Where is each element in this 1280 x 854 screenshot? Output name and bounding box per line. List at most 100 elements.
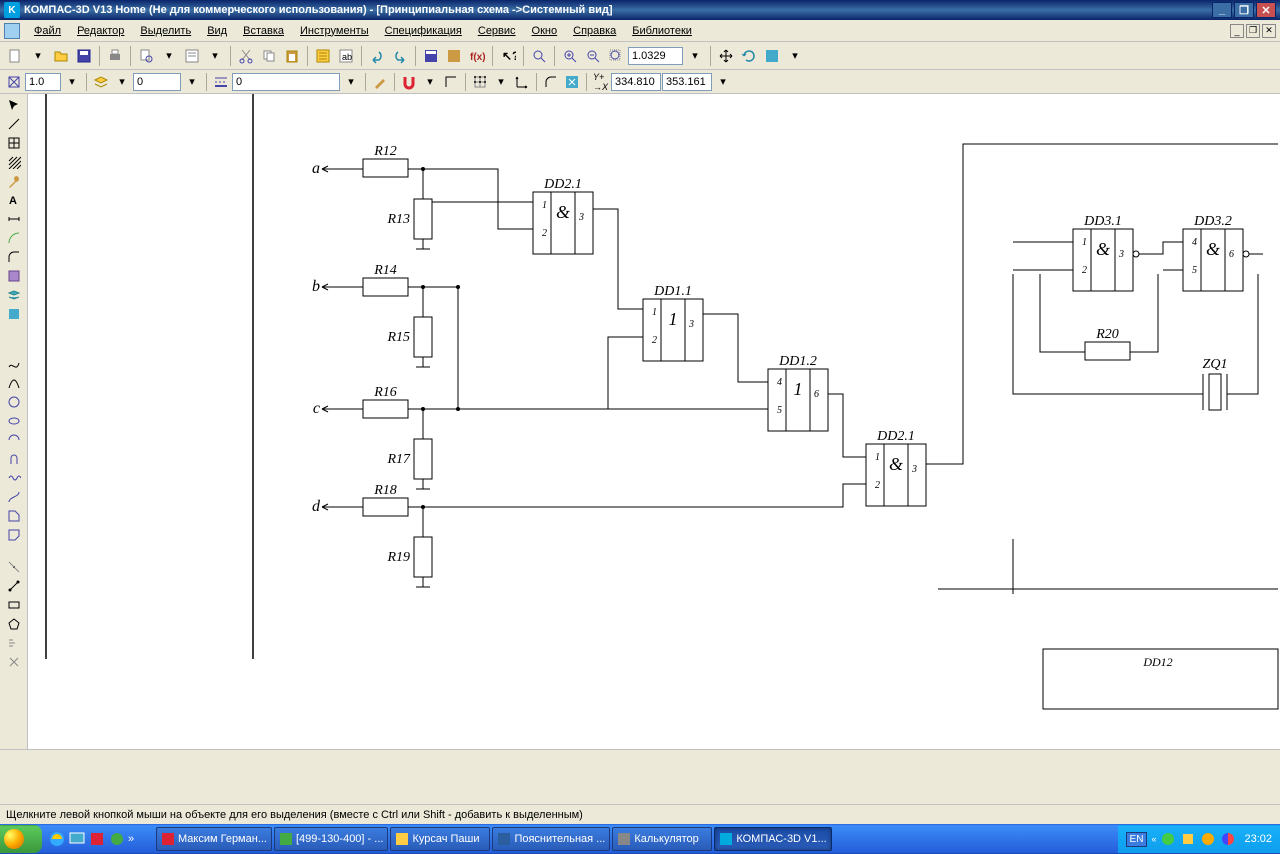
task-item[interactable]: Пояснительная ... [492,827,610,851]
copy-button[interactable] [258,45,280,67]
properties-button[interactable] [312,45,334,67]
view-tool[interactable] [2,305,26,323]
star-tool[interactable] [2,634,26,652]
coord-dropdown[interactable]: ▾ [713,72,733,92]
menu-окно[interactable]: Окно [524,23,566,39]
ortho-button[interactable] [441,72,461,92]
magnet-dropdown[interactable]: ▾ [420,72,440,92]
ql-expand[interactable]: » [128,830,146,848]
preview-dropdown[interactable]: ▾ [158,45,180,67]
seg-tool[interactable] [2,577,26,595]
menu-выделить[interactable]: Выделить [132,23,199,39]
refresh-button[interactable] [738,45,760,67]
point-tool[interactable] [2,558,26,576]
redo-button[interactable] [389,45,411,67]
task-item[interactable]: КОМПАС-3D V1... [714,827,831,851]
layer-num-dropdown[interactable]: ▾ [182,72,202,92]
tray-icon4[interactable] [1220,831,1236,847]
menu-инструменты[interactable]: Инструменты [292,23,377,39]
line-tool[interactable] [2,115,26,133]
zoom-input[interactable] [628,47,683,65]
close-button[interactable]: ✕ [1256,2,1276,18]
tray-expand[interactable]: « [1151,834,1156,844]
rounded-button[interactable] [541,72,561,92]
path-tool[interactable] [2,488,26,506]
new-button[interactable] [4,45,26,67]
open-button[interactable] [50,45,72,67]
zoom-in-button[interactable] [559,45,581,67]
shape1-tool[interactable] [2,507,26,525]
minimize-button[interactable]: _ [1212,2,1232,18]
snap-button[interactable] [4,72,24,92]
layer-button[interactable] [91,72,111,92]
start-button[interactable] [0,825,42,853]
zoom-out-button[interactable] [582,45,604,67]
tray-icon1[interactable] [1160,831,1176,847]
grid-tool[interactable] [2,134,26,152]
last-tool[interactable] [2,653,26,671]
menu-файл[interactable]: Файл [26,23,69,39]
menu-сервис[interactable]: Сервис [470,23,524,39]
circle-tool[interactable] [2,393,26,411]
ie-icon[interactable] [48,830,66,848]
tray-icon3[interactable] [1200,831,1216,847]
param-button[interactable] [562,72,582,92]
menu-редактор[interactable]: Редактор [69,23,132,39]
maximize-button[interactable]: ❐ [1234,2,1254,18]
menu-спецификация[interactable]: Спецификация [377,23,470,39]
zoom-window-button[interactable] [605,45,627,67]
lcs-button[interactable] [512,72,532,92]
grid-button[interactable] [470,72,490,92]
doc-close-button[interactable]: ✕ [1262,24,1276,38]
language-indicator[interactable]: EN [1126,832,1148,847]
arc2-tool[interactable] [2,431,26,449]
menu-справка[interactable]: Справка [565,23,624,39]
poly-tool[interactable] [2,615,26,633]
style-dropdown[interactable]: ▾ [341,72,361,92]
task-item[interactable]: Максим Герман... [156,827,272,851]
wrench-tool[interactable] [2,172,26,190]
table-tool[interactable] [2,267,26,285]
preview-button[interactable] [135,45,157,67]
cut-button[interactable] [235,45,257,67]
brush-button[interactable] [370,72,390,92]
variables-button[interactable]: ab [335,45,357,67]
task-item[interactable]: Калькулятор [612,827,712,851]
lib-button[interactable] [443,45,465,67]
menu-вид[interactable]: Вид [199,23,235,39]
layers-tool[interactable] [2,286,26,304]
rebuild-button[interactable] [761,45,783,67]
rect-tool[interactable] [2,596,26,614]
scale-dropdown[interactable]: ▾ [62,72,82,92]
spec-dropdown[interactable]: ▾ [204,45,226,67]
scale-input[interactable] [25,73,61,91]
task-item[interactable]: Курсач Паши [390,827,490,851]
select-tool[interactable] [2,96,26,114]
spline-tool[interactable] [2,355,26,373]
doc-restore-button[interactable]: ❐ [1246,24,1260,38]
grid-dropdown[interactable]: ▾ [491,72,511,92]
fillet-tool[interactable] [2,248,26,266]
doc-minimize-button[interactable]: _ [1230,24,1244,38]
text-tool[interactable]: A [2,191,26,209]
coord-x-input[interactable] [611,73,661,91]
layer-dropdown[interactable]: ▾ [112,72,132,92]
coord-y-input[interactable] [662,73,712,91]
spec-button[interactable] [181,45,203,67]
save-button[interactable] [73,45,95,67]
bezier-tool[interactable] [2,374,26,392]
manager-button[interactable] [420,45,442,67]
arc-tool[interactable] [2,229,26,247]
ql-icon3[interactable] [88,830,106,848]
horseshoe-tool[interactable] [2,450,26,468]
pan-button[interactable] [715,45,737,67]
zoom-dropdown[interactable]: ▾ [684,45,706,67]
tray-icon2[interactable] [1180,831,1196,847]
task-item[interactable]: [499-130-400] - ... [274,827,388,851]
hatch-tool[interactable] [2,153,26,171]
paste-button[interactable] [281,45,303,67]
undo-button[interactable] [366,45,388,67]
rebuild-dropdown[interactable]: ▾ [784,45,806,67]
print-button[interactable] [104,45,126,67]
fx-button[interactable]: f(x) [466,45,488,67]
